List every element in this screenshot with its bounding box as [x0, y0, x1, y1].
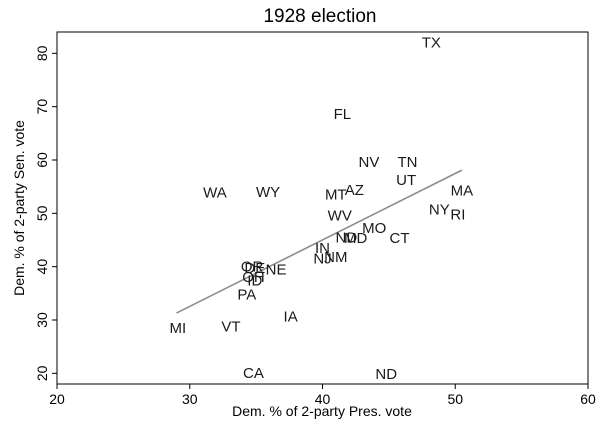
data-point-mi: MI	[169, 320, 186, 337]
y-tick-label: 70	[34, 99, 50, 115]
data-point-id: ID	[247, 273, 262, 290]
x-tick-label: 60	[580, 391, 596, 407]
y-tick-label: 80	[34, 45, 50, 61]
fit-line	[176, 169, 463, 314]
y-tick-label: 60	[34, 152, 50, 168]
x-axis: 20 30 40 50 60	[49, 384, 596, 407]
data-point-wy: WY	[256, 184, 280, 201]
data-point-oh: OH	[242, 269, 265, 286]
data-point-tx: TX	[422, 35, 441, 52]
data-point-de: DE	[244, 260, 265, 277]
data-point-ut: UT	[396, 172, 416, 189]
data-point-ne: NE	[266, 261, 287, 278]
data-point-ca: CA	[243, 365, 264, 382]
data-point-pa: PA	[237, 286, 256, 303]
data-point-nd: ND	[375, 366, 397, 383]
data-point-ct: CT	[389, 230, 409, 247]
data-point-ri: RI	[450, 206, 465, 223]
x-axis-label: Dem. % of 2-party Pres. vote	[232, 403, 412, 419]
plot-frame	[56, 31, 589, 385]
data-point-nm: NM	[324, 249, 347, 266]
x-tick-label: 50	[447, 391, 463, 407]
x-tick-label: 20	[49, 391, 65, 407]
data-point-mt: MT	[325, 187, 347, 204]
y-axis-label: Dem. % of 2-party Sen. vote	[11, 120, 27, 296]
data-point-az: AZ	[345, 182, 364, 199]
data-point-vt: VT	[221, 318, 240, 335]
data-point-md: MD	[344, 230, 367, 247]
data-point-ia: IA	[284, 308, 298, 325]
data-point-nv: NV	[359, 154, 380, 171]
data-point-nj: NJ	[313, 251, 331, 268]
data-point-nd: ND	[336, 229, 358, 246]
data-point-ny: NY	[429, 202, 450, 219]
data-point-wa: WA	[203, 185, 227, 202]
data-point-fl: FL	[334, 106, 352, 123]
data-point-in: IN	[315, 240, 330, 257]
data-point-or: OR	[241, 259, 264, 276]
y-axis: 20 30 40 50 60 70 80	[34, 45, 57, 381]
y-tick-label: 30	[34, 312, 50, 328]
data-point-wv: WV	[328, 208, 352, 225]
data-point-tn: TN	[397, 154, 417, 171]
y-tick-label: 50	[34, 205, 50, 221]
y-tick-label: 40	[34, 259, 50, 275]
chart-title: 1928 election	[263, 6, 376, 27]
data-point-mo: MO	[362, 220, 386, 237]
y-tick-label: 20	[34, 365, 50, 381]
x-tick-label: 40	[315, 391, 331, 407]
x-tick-label: 30	[182, 391, 198, 407]
data-point-ma: MA	[451, 182, 474, 199]
